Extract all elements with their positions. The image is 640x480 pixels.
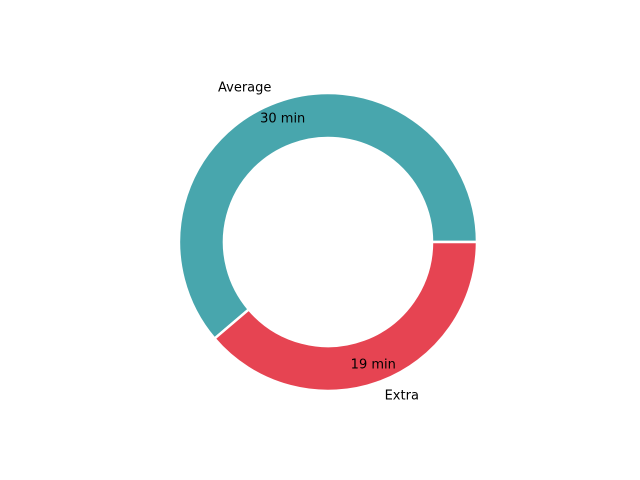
donut-labels: Average 30 min Extra 19 min <box>218 81 419 404</box>
category-label-average: Average <box>218 81 271 96</box>
value-label-extra: 19 min <box>351 358 396 373</box>
category-label-extra: Extra <box>385 388 419 403</box>
value-label-average: 30 min <box>260 111 305 126</box>
donut-slices <box>177 91 479 393</box>
slice-average <box>177 91 479 341</box>
slice-extra <box>212 240 479 393</box>
